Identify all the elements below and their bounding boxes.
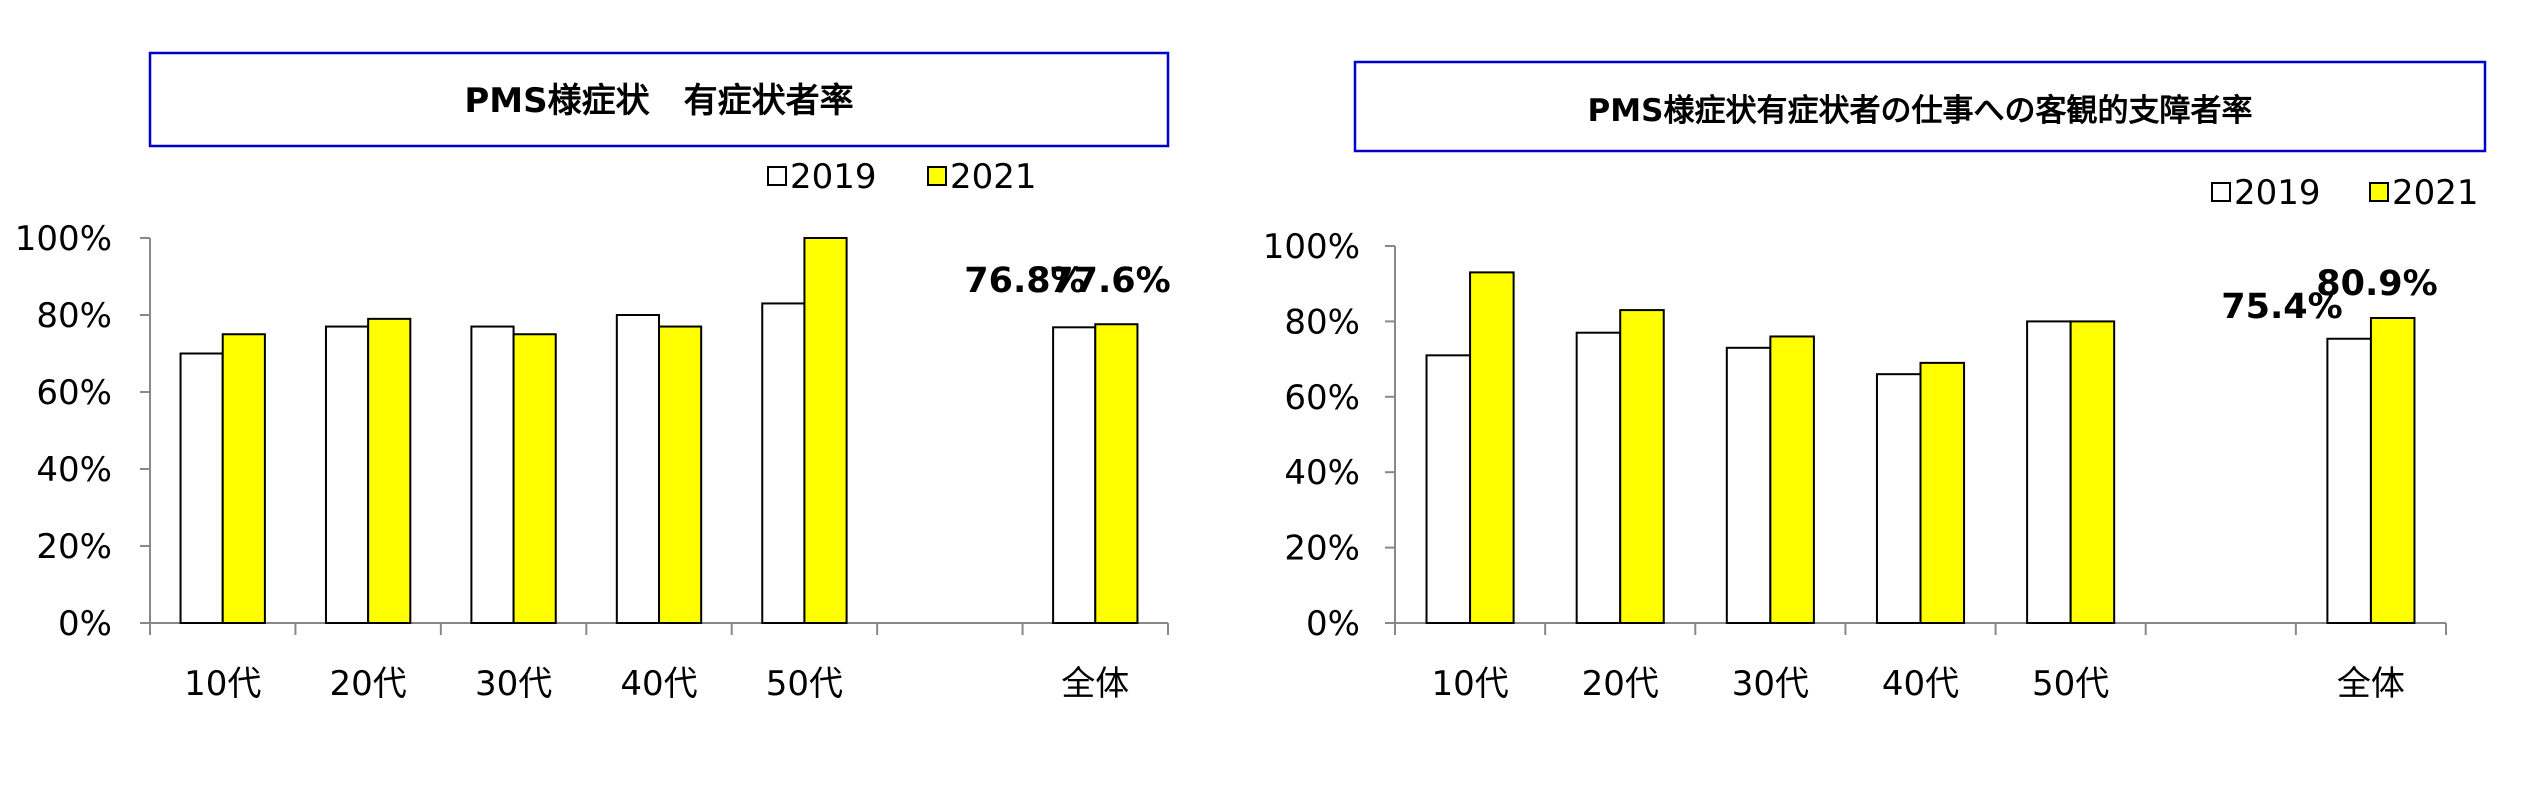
y-tick-label: 80%: [36, 296, 112, 336]
legend-swatch-2021: [2369, 182, 2389, 202]
data-label: 80.9%: [2316, 264, 2437, 304]
legend-label-2019: 2019: [790, 157, 877, 197]
x-tick-label: 40代: [1882, 664, 1959, 704]
bar-2021-10代: [221, 333, 266, 624]
chart-right-title: PMS様症状有症状者の仕事への客観的支障者率: [1588, 93, 2253, 129]
bar-2019-20代: [324, 325, 370, 624]
bar-2019-20代: [1575, 331, 1622, 624]
legend-swatch-2019: [767, 166, 787, 186]
x-tick-label: 20代: [330, 664, 407, 704]
y-tick-label: 100%: [1263, 227, 1360, 267]
x-tick-label: 50代: [2032, 664, 2109, 704]
x-tick-label: 20代: [1582, 664, 1659, 704]
bar-2021-30代: [1769, 335, 1815, 624]
data-label: 75.4%: [2221, 287, 2342, 327]
bar-2021-20代: [1619, 309, 1665, 624]
x-tick-label: 10代: [184, 664, 261, 704]
y-tick-label: 20%: [36, 527, 112, 567]
y-tick-label: 40%: [36, 450, 112, 490]
chart-right-legend: 2019 2021: [2211, 173, 2479, 213]
bar-2019-30代: [470, 325, 515, 624]
bar-2021-50代: [2069, 320, 2116, 624]
chart-left: PMS様症状 有症状者率 2019 2021 0% 20% 40% 60% 80% 100…: [15, 51, 1171, 704]
y-tick-label: 80%: [1284, 302, 1360, 342]
chart-left-legend: 2019 2021: [767, 157, 1037, 197]
x-tick-label: 30代: [475, 664, 552, 704]
y-tick-label: 100%: [15, 219, 112, 259]
legend-swatch-2021: [927, 166, 947, 186]
bar-2021-30代: [512, 333, 557, 624]
x-tick-label: 10代: [1431, 664, 1508, 704]
bar-2019-40代: [615, 314, 661, 624]
bar-2021-10代: [1469, 271, 1515, 624]
legend-swatch-2019: [2211, 182, 2231, 202]
bar-2019-10代: [179, 352, 224, 624]
x-tick-label: 全体: [1061, 664, 1129, 704]
y-tick-label: 0%: [1306, 604, 1360, 644]
y-tick-label: 20%: [1284, 529, 1360, 569]
y-tick-label: 60%: [36, 373, 112, 413]
bar-2019-40代: [1875, 373, 1922, 624]
chart-right: PMS様症状有症状者の仕事への客観的支障者率 2019 2021 0% 20% 40…: [1263, 60, 2487, 704]
bar-2021-50代: [803, 237, 848, 624]
x-tick-label: 50代: [766, 664, 843, 704]
chart-left-title-box: [148, 51, 1170, 148]
legend-label-2021: 2021: [2392, 173, 2479, 213]
bar-2019-50代: [2026, 320, 2072, 624]
chart-left-title: PMS様症状 有症状者率: [464, 81, 853, 121]
chart-right-title-box: [1353, 60, 2487, 153]
bar-2021-全体: [2369, 317, 2416, 624]
y-tick-label: 40%: [1284, 453, 1360, 493]
bar-2021-全体: [1094, 323, 1139, 624]
chart-left-plot: 0% 20% 40% 60% 80% 100% 10代 20代 30代 40代 50代 全体 76.8%…: [15, 219, 1171, 704]
legend-label-2019: 2019: [2234, 173, 2321, 213]
data-label: 76.8%: [964, 261, 1085, 301]
bar-2021-40代: [658, 325, 703, 624]
bar-2019-50代: [761, 302, 806, 624]
bar-2021-20代: [367, 317, 412, 624]
data-label: 77.6%: [1049, 261, 1170, 301]
bar-2019-全体: [1052, 326, 1097, 624]
y-tick-label: 60%: [1284, 378, 1360, 418]
x-tick-label: 40代: [620, 664, 697, 704]
x-tick-label: 30代: [1732, 664, 1809, 704]
chart-right-plot: 0% 20% 40% 60% 80% 100% 10代 20代 30代 40代 50代 全体 75.4%…: [1263, 227, 2447, 704]
x-tick-label: 全体: [2337, 664, 2405, 704]
y-tick-label: 0%: [58, 604, 112, 644]
legend-label-2021: 2021: [950, 157, 1037, 197]
bar-2019-10代: [1425, 354, 1472, 624]
bar-2021-40代: [1919, 361, 1966, 624]
bar-2019-30代: [1725, 346, 1772, 624]
bar-2019-全体: [2326, 337, 2372, 624]
